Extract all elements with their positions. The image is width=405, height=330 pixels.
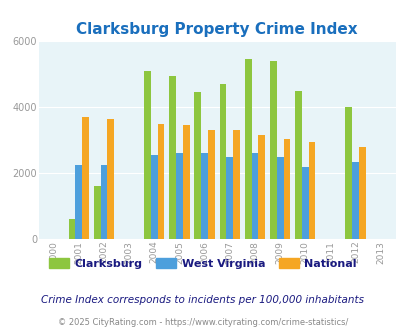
Bar [276,157,283,239]
Bar [358,147,365,239]
Bar [144,71,151,239]
Bar [226,157,232,239]
Bar [219,84,226,239]
Bar [194,92,201,239]
Bar [75,165,82,239]
Bar [182,125,189,239]
Bar [301,167,308,239]
Bar [157,124,164,239]
Bar [207,130,214,239]
Text: © 2025 CityRating.com - https://www.cityrating.com/crime-statistics/: © 2025 CityRating.com - https://www.city… [58,318,347,327]
Bar [244,59,251,239]
Bar [294,91,301,239]
Bar [232,130,239,239]
Title: Clarksburg Property Crime Index: Clarksburg Property Crime Index [76,22,357,37]
Bar [258,135,264,239]
Bar [151,155,157,239]
Bar [100,165,107,239]
Bar [269,61,276,239]
Bar [351,162,358,239]
Bar [82,117,89,239]
Bar [68,219,75,239]
Bar [107,119,114,239]
Text: Crime Index corresponds to incidents per 100,000 inhabitants: Crime Index corresponds to incidents per… [41,295,364,305]
Bar [94,186,100,239]
Bar [345,107,351,239]
Bar [283,139,290,239]
Bar [176,153,182,239]
Bar [308,142,315,239]
Bar [169,76,176,239]
Bar [251,153,258,239]
Legend: Clarksburg, West Virginia, National: Clarksburg, West Virginia, National [45,254,360,273]
Bar [201,153,207,239]
